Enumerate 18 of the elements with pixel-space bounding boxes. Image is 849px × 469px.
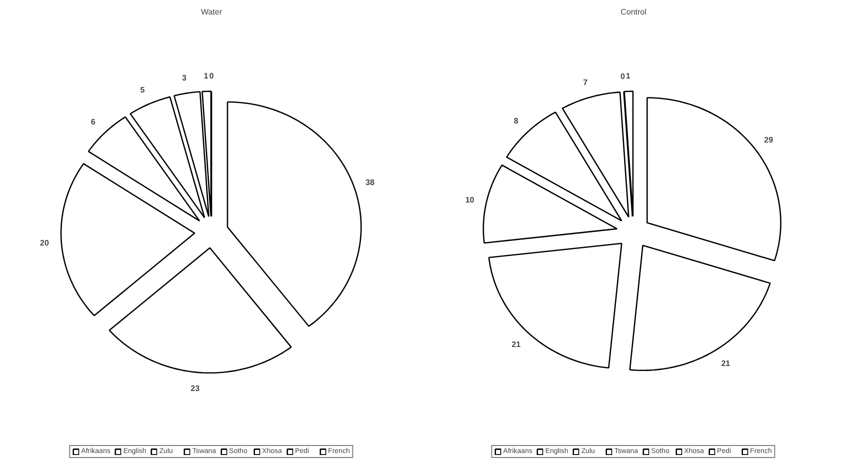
data-label: 20 <box>40 238 50 248</box>
data-label: 10 <box>465 195 475 204</box>
data-label: 5 <box>140 85 146 94</box>
data-label: 6 <box>90 117 96 126</box>
data-label: 23 <box>190 384 200 394</box>
data-label: 3 <box>182 74 188 83</box>
data-label: 8 <box>514 116 519 126</box>
data-label: 21 <box>512 340 522 349</box>
text: 0 <box>620 72 625 81</box>
chart-title: Water <box>200 8 222 16</box>
data-label: 1 <box>204 72 209 81</box>
data-label: 7 <box>583 78 588 88</box>
data-label: 38 <box>366 178 376 187</box>
data-label: 1 <box>626 72 631 81</box>
data-label: 29 <box>764 136 774 145</box>
data-label: 21 <box>721 358 731 368</box>
text: 0 <box>209 71 214 80</box>
chart-title: Control <box>620 8 647 16</box>
